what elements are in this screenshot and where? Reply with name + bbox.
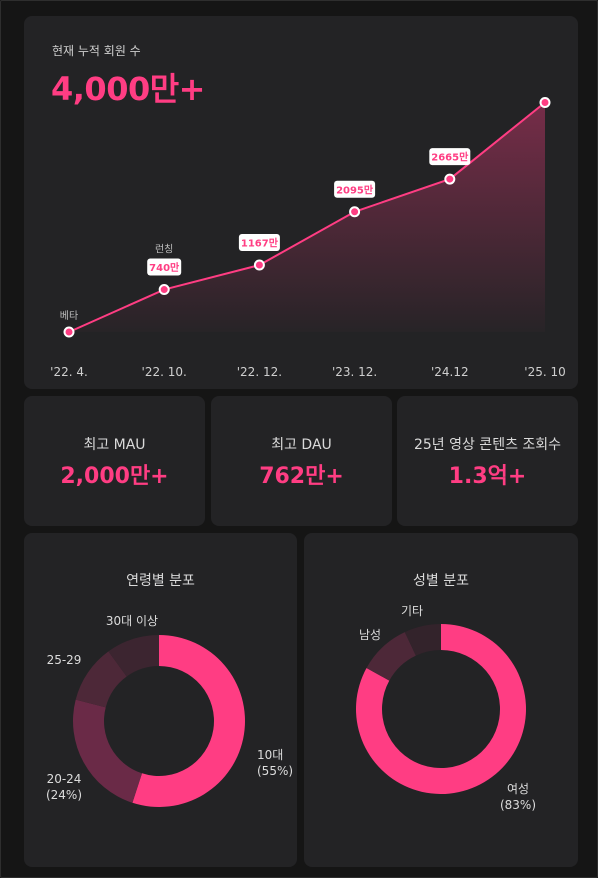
donut-slice (132, 635, 245, 807)
data-point (158, 284, 170, 296)
data-caption: 런칭 (155, 244, 173, 256)
member-growth-chart: '22. 4. 베타 '22. 10. 740만 런칭 '22. 12. 1167만 '23.… (50, 96, 566, 379)
gender-donut-chart: 여성 (83%) 남성 기타 (356, 604, 536, 812)
x-tick-label: '23. 12. (332, 365, 377, 379)
slice-label: 20-24 (47, 772, 82, 786)
data-point (539, 96, 551, 108)
age-donut-chart: 10대 (55%) 20-24 (24%) 25-29 30대 이상 (46, 614, 293, 807)
age-chart-title: 연령별 분포 (126, 573, 195, 589)
gender-distribution-card: 성별 분포 여성 (83%) 남성 기타 (304, 533, 578, 867)
slice-label: (24%) (46, 788, 82, 802)
stat-label: 25년 영상 콘텐츠 조회수 (413, 437, 562, 453)
growth-headline: 4,000만+ (51, 70, 205, 108)
data-point (444, 173, 456, 185)
x-tick-label: '22. 10. (142, 365, 187, 379)
donut-slice (404, 624, 441, 656)
donut-slice (75, 651, 127, 708)
slice-label: 기타 (401, 604, 423, 618)
series-area (69, 102, 545, 332)
data-label: 2095만 (336, 183, 374, 196)
stat-card-views: 25년 영상 콘텐츠 조회수 1.3억+ (397, 396, 578, 526)
gender-chart-title: 성별 분포 (413, 573, 469, 589)
x-tick-label: '22. 4. (50, 365, 88, 379)
data-point (63, 326, 75, 338)
donut-slice (366, 632, 416, 681)
slice-label: 25-29 (47, 653, 82, 667)
x-tick-label: '22. 12. (237, 365, 282, 379)
data-label: 740만 (149, 261, 180, 274)
series-line (68, 101, 546, 333)
data-label-box (147, 258, 182, 276)
data-label-box (429, 148, 471, 166)
data-label: 2665만 (431, 151, 469, 164)
slice-label: 30대 이상 (106, 614, 158, 628)
slice-label: 10대 (257, 748, 283, 762)
age-distribution-card: 연령별 분포 10대 (55%) 20-24 (24%) 25-29 30대 이상 (24, 533, 297, 867)
slice-label: (83%) (500, 798, 536, 812)
stat-label: 최고 DAU (271, 437, 332, 453)
x-tick-label: '24.12 (431, 365, 469, 379)
x-tick-label: '25. 10 (524, 365, 565, 379)
data-label-box (238, 234, 280, 252)
donut-slice (72, 699, 143, 803)
stat-label: 최고 MAU (83, 437, 146, 453)
member-growth-card: '22. 4. 베타 '22. 10. 740만 런칭 '22. 12. 1167만 '23.… (24, 16, 578, 389)
data-label-box (334, 180, 376, 198)
slice-label: (55%) (257, 764, 293, 778)
growth-kicker: 현재 누적 회원 수 (52, 44, 141, 58)
stat-card-dau: 최고 DAU 762만+ (211, 396, 392, 526)
donut-slice (356, 624, 526, 794)
data-label: 1167만 (241, 237, 279, 250)
data-point (253, 259, 265, 271)
stat-value: 762만+ (259, 464, 344, 489)
stat-card-mau: 최고 MAU 2,000만+ (24, 396, 205, 526)
stat-value: 2,000만+ (60, 464, 169, 489)
data-point (349, 206, 361, 218)
donut-slice (108, 635, 159, 677)
data-label: 베타 (60, 310, 78, 322)
slice-label: 여성 (507, 782, 529, 796)
stat-value: 1.3억+ (448, 464, 527, 489)
slice-label: 남성 (359, 628, 381, 642)
